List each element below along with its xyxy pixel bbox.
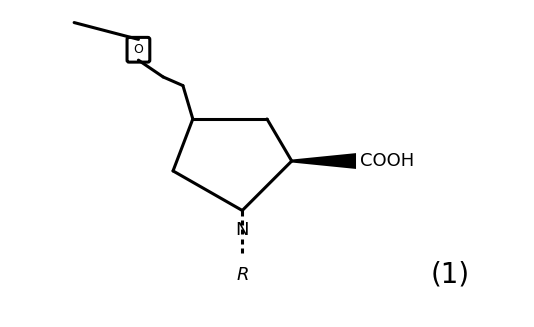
Polygon shape	[292, 153, 356, 169]
Text: O: O	[134, 43, 143, 56]
Text: R: R	[236, 267, 248, 284]
Text: N: N	[235, 221, 249, 239]
Text: COOH: COOH	[360, 152, 414, 170]
Text: (1): (1)	[430, 261, 469, 289]
